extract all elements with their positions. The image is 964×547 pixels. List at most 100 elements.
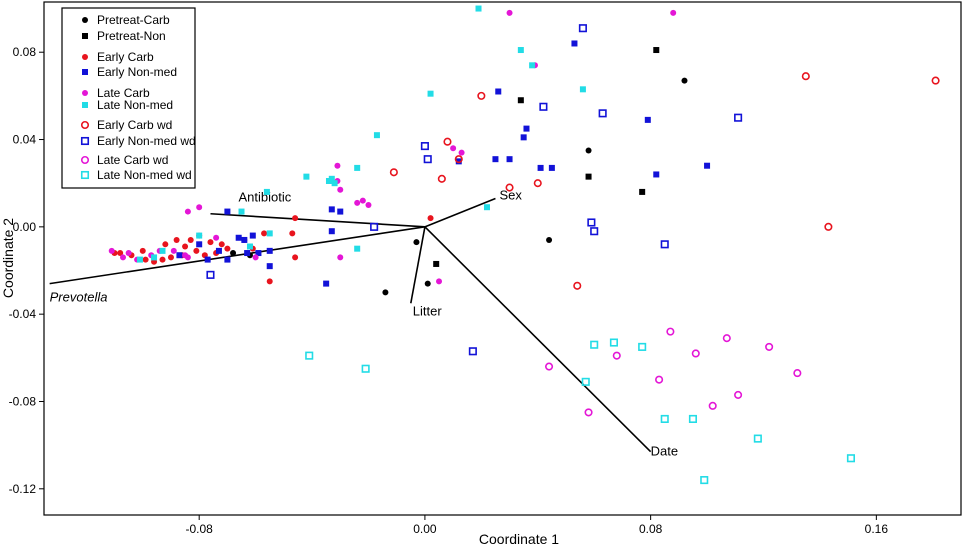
legend-marker-late-non-med bbox=[82, 102, 88, 108]
early-non-med-point-7 bbox=[244, 250, 251, 257]
late-carb-point-19 bbox=[337, 254, 344, 261]
y-tick-label-3: -0.04 bbox=[9, 307, 37, 321]
y-tick-label-5: -0.12 bbox=[9, 482, 37, 496]
date-vector-label: Date bbox=[651, 444, 678, 459]
early-carb-point-3 bbox=[139, 247, 146, 254]
legend-label-pretreat-carb: Pretreat-Carb bbox=[97, 13, 170, 27]
early-carb-point-11 bbox=[182, 243, 189, 250]
early-non-med-point-0 bbox=[176, 252, 183, 259]
late-non-med-point-10 bbox=[328, 175, 335, 182]
legend-marker-late-carb-wd bbox=[80, 155, 90, 165]
legend-marker-late-non-med-wd bbox=[80, 170, 90, 180]
late-non-med-wd-point-3 bbox=[590, 340, 599, 349]
legend-label-early-non-med: Early Non-med bbox=[97, 65, 177, 79]
legend-marker-pretreat-non bbox=[82, 33, 88, 39]
late-non-med-point-3 bbox=[196, 232, 203, 239]
early-non-med-wd-point-7 bbox=[598, 109, 607, 118]
late-carb-wd-point-1 bbox=[584, 408, 593, 417]
legend-marker-pretreat-carb bbox=[82, 17, 88, 23]
late-carb-point-1 bbox=[120, 254, 127, 261]
pretreat-carb-point-2 bbox=[546, 236, 553, 243]
late-non-med-point-17 bbox=[517, 47, 524, 54]
early-carb-wd-point-1 bbox=[437, 174, 446, 183]
late-carb-point-15 bbox=[334, 162, 341, 169]
early-carb-point-4 bbox=[142, 256, 149, 263]
early-carb-point-12 bbox=[187, 236, 194, 243]
early-carb-point-9 bbox=[173, 236, 180, 243]
early-non-med-wd-point-1 bbox=[370, 222, 379, 231]
late-non-med-wd-point-5 bbox=[638, 342, 647, 351]
pretreat-carb-point-7 bbox=[230, 250, 237, 257]
early-non-med-point-13 bbox=[328, 206, 335, 213]
y-axis-ticks: 0.08 0.04 0.00 -0.04 -0.08 -0.12 bbox=[9, 45, 44, 496]
late-non-med-point-11 bbox=[331, 180, 338, 187]
legend-label-early-carb: Early Carb bbox=[97, 50, 154, 64]
early-carb-point-1 bbox=[117, 250, 124, 257]
late-non-med-wd-point-8 bbox=[700, 476, 709, 485]
legend-label-late-carb: Late Carb bbox=[97, 86, 150, 100]
pretreat-carb-point-0 bbox=[681, 77, 688, 84]
late-carb-wd-point-10 bbox=[793, 369, 802, 378]
x-axis-label: Coordinate 1 bbox=[479, 531, 559, 547]
y-tick-label-1: 0.04 bbox=[13, 133, 37, 147]
late-non-med-wd-point-9 bbox=[753, 434, 762, 443]
late-carb-wd-point-9 bbox=[765, 342, 774, 351]
early-non-med-point-11 bbox=[266, 263, 273, 270]
early-non-med-point-22 bbox=[537, 164, 544, 171]
late-non-med-point-13 bbox=[373, 132, 380, 139]
early-non-med-wd-point-2 bbox=[420, 142, 429, 151]
pretreat-non-point-2 bbox=[585, 173, 592, 180]
early-non-med-point-9 bbox=[255, 250, 262, 257]
early-non-med-point-25 bbox=[644, 116, 651, 123]
date-vector bbox=[424, 226, 652, 453]
early-carb-point-16 bbox=[207, 239, 214, 246]
late-carb-point-21 bbox=[458, 149, 465, 156]
early-carb-point-23 bbox=[266, 278, 273, 285]
early-non-med-point-4 bbox=[224, 256, 231, 263]
late-non-med-point-19 bbox=[579, 86, 586, 93]
late-non-med-point-4 bbox=[246, 243, 253, 250]
early-non-med-point-1 bbox=[196, 241, 203, 248]
early-carb-wd-point-7 bbox=[573, 281, 582, 290]
late-carb-point-20 bbox=[450, 145, 457, 152]
late-carb-wd-point-7 bbox=[722, 334, 731, 343]
early-non-med-point-12 bbox=[224, 208, 231, 215]
early-non-med-point-8 bbox=[249, 232, 256, 239]
early-non-med-wd-point-4 bbox=[468, 347, 477, 356]
legend-marker-early-non-med-wd bbox=[80, 136, 90, 146]
early-non-med-point-24 bbox=[571, 40, 578, 47]
late-carb-point-2 bbox=[125, 250, 132, 257]
prevotella-vector bbox=[49, 226, 426, 285]
late-non-med-wd-point-6 bbox=[660, 414, 669, 423]
late-carb-point-12 bbox=[252, 254, 259, 261]
antibiotic-vector-label: Antibiotic bbox=[238, 190, 291, 205]
late-non-med-wd-point-1 bbox=[361, 364, 370, 373]
late-non-med-wd-point-10 bbox=[846, 454, 856, 463]
early-non-med-wd-point-0 bbox=[206, 270, 215, 279]
x-tick-label-0: -0.08 bbox=[186, 522, 214, 536]
late-carb-point-17 bbox=[359, 197, 366, 204]
early-carb-wd-point-0 bbox=[389, 168, 398, 177]
late-carb-point-24 bbox=[670, 9, 677, 16]
early-non-med-point-20 bbox=[506, 156, 513, 163]
late-carb-point-13 bbox=[337, 186, 344, 193]
pretreat-carb-point-1 bbox=[585, 147, 592, 154]
early-non-med-point-17 bbox=[495, 88, 502, 95]
y-tick-label-2: 0.00 bbox=[13, 220, 37, 234]
early-non-med-wd-point-8 bbox=[587, 218, 596, 227]
prevotella-vector-label: Prevotella bbox=[50, 290, 108, 305]
early-carb-wd-point-4 bbox=[477, 91, 486, 100]
late-non-med-wd-point-7 bbox=[688, 414, 698, 423]
early-carb-point-6 bbox=[159, 256, 166, 263]
early-non-med-point-10 bbox=[266, 247, 273, 254]
late-non-med-point-16 bbox=[475, 5, 482, 12]
data-points bbox=[108, 5, 940, 485]
late-carb-wd-point-3 bbox=[655, 375, 664, 384]
late-carb-point-8 bbox=[184, 254, 191, 261]
early-carb-wd-point-10 bbox=[824, 222, 833, 231]
y-tick-label-4: -0.08 bbox=[9, 394, 37, 408]
late-non-med-point-18 bbox=[529, 62, 536, 69]
early-carb-point-26 bbox=[292, 215, 299, 222]
